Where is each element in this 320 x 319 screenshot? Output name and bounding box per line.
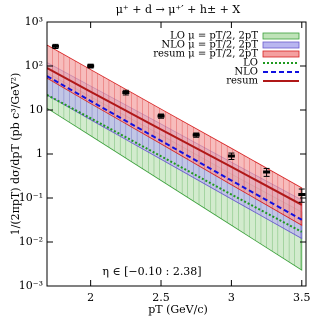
y-tick-label: 10² (25, 59, 43, 72)
data-point (87, 64, 95, 68)
data-point (298, 193, 306, 197)
data-point (227, 154, 235, 158)
legend-label: NLO (234, 67, 258, 78)
y-tick-label: 10⁻² (19, 235, 43, 248)
chart: μ⁺ + d → μ⁺′ + h± + X pT (GeV/c) 1/(2πpT… (9, 3, 310, 316)
series-line (46, 94, 303, 233)
data-point (122, 90, 130, 94)
x-tick-label: 2 (87, 291, 94, 304)
x-tick-label: 3.5 (293, 291, 310, 304)
y-tick-label: 10⁻³ (19, 279, 43, 292)
legend-swatch (262, 32, 300, 40)
legend-swatch (262, 50, 300, 58)
y-tick-label: 10³ (25, 15, 43, 28)
legend-label: resum μ = pT/2, 2pT (153, 49, 258, 60)
legend-swatch (262, 41, 300, 49)
series-line (46, 75, 303, 221)
data-point (192, 133, 200, 137)
legend-label: resum (226, 76, 258, 87)
x-tick-label: 3 (228, 291, 235, 304)
legend-label: NLO μ = pT/2, 2pT (161, 40, 258, 51)
y-tick-label: 10⁻¹ (19, 191, 43, 204)
legend-label: LO (243, 58, 258, 69)
y-tick-label: 1 (36, 147, 43, 160)
legend-label: LO μ = pT/2, 2pT (170, 31, 258, 42)
data-point (157, 114, 165, 118)
chart-title: μ⁺ + d → μ⁺′ + h± + X (116, 3, 241, 16)
data-point (51, 44, 59, 48)
series-line (46, 67, 303, 206)
y-axis-label: 1/(2πpT) dσ/dpT (pb c³/GeV²) (9, 73, 22, 236)
x-axis-label: pT (GeV/c) (148, 303, 208, 316)
y-tick-label: 10 (29, 103, 43, 116)
data-point (263, 170, 271, 174)
x-tick-label: 2.5 (152, 291, 170, 304)
band (46, 44, 303, 226)
annotation: η ∈ [−0.10 : 2.38] (102, 265, 201, 278)
